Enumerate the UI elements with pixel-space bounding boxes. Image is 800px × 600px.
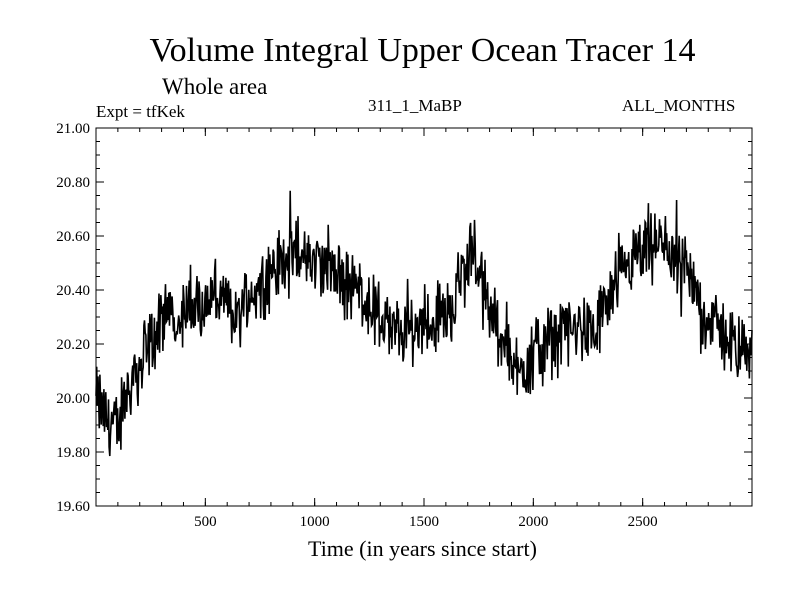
y-tick-label: 20.40	[56, 283, 90, 299]
x-tick-label: 1500	[409, 514, 439, 530]
x-tick-label: 500	[194, 514, 217, 530]
months-label: ALL_MONTHS	[622, 96, 736, 115]
x-tick-label: 2000	[518, 514, 548, 530]
y-tick-label: 20.80	[56, 175, 90, 191]
y-tick-label: 20.60	[56, 229, 90, 245]
x-axis-label: Time (in years since start)	[308, 536, 537, 561]
run-label: 311_1_MaBP	[368, 96, 462, 115]
x-tick-label: 2500	[628, 514, 658, 530]
y-tick-label: 20.20	[56, 337, 90, 353]
chart-subtitle: Whole area	[162, 74, 268, 99]
y-tick-label: 21.00	[56, 121, 90, 137]
y-tick-label: 19.80	[56, 445, 90, 461]
y-tick-label: 19.60	[56, 499, 90, 515]
x-tick-label: 1000	[300, 514, 330, 530]
series-line	[95, 190, 753, 457]
chart-title: Volume Integral Upper Ocean Tracer 14	[149, 32, 696, 69]
y-tick-label: 20.00	[56, 391, 90, 407]
experiment-label: Expt = tfKek	[96, 102, 185, 121]
